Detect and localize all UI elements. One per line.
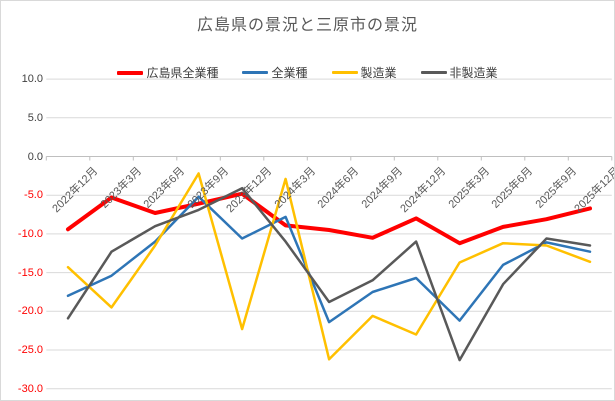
y-axis-label: 0.0 [27, 150, 43, 163]
legend-line-swatch [242, 71, 269, 74]
series-line-全業種 [66, 195, 592, 324]
series-line-製造業 [66, 172, 592, 361]
legend: 広島県全業種 全業種 製造業 非製造業 [1, 64, 614, 81]
y-axis-label: -5.0 [24, 189, 43, 202]
legend-item: 非製造業 [420, 64, 498, 81]
series-line-非製造業 [66, 186, 592, 362]
legend-item: 全業種 [242, 64, 308, 81]
y-axis-label: -25.0 [17, 344, 43, 356]
chart-title: 広島県の景況と三原市の景況 [196, 17, 418, 34]
y-axis-label: -10.0 [17, 227, 43, 240]
legend-line-swatch [420, 71, 447, 74]
y-axis-label: 10.0 [21, 73, 43, 86]
legend-label: 製造業 [360, 66, 397, 80]
legend-label: 全業種 [271, 66, 308, 80]
legend-line-swatch [117, 70, 144, 75]
y-axis-label: 5.0 [27, 111, 43, 124]
y-axis-label: -15.0 [17, 266, 43, 279]
y-axis-label: -20.0 [17, 305, 43, 318]
legend-item: 製造業 [331, 64, 397, 81]
legend-line-swatch [331, 71, 358, 74]
legend-item: 広島県全業種 [117, 64, 218, 81]
y-axis-label: -30.0 [17, 382, 43, 395]
series-line-広島県全業種 [66, 191, 592, 246]
legend-label: 非製造業 [449, 66, 498, 80]
legend-label: 広島県全業種 [146, 66, 219, 80]
